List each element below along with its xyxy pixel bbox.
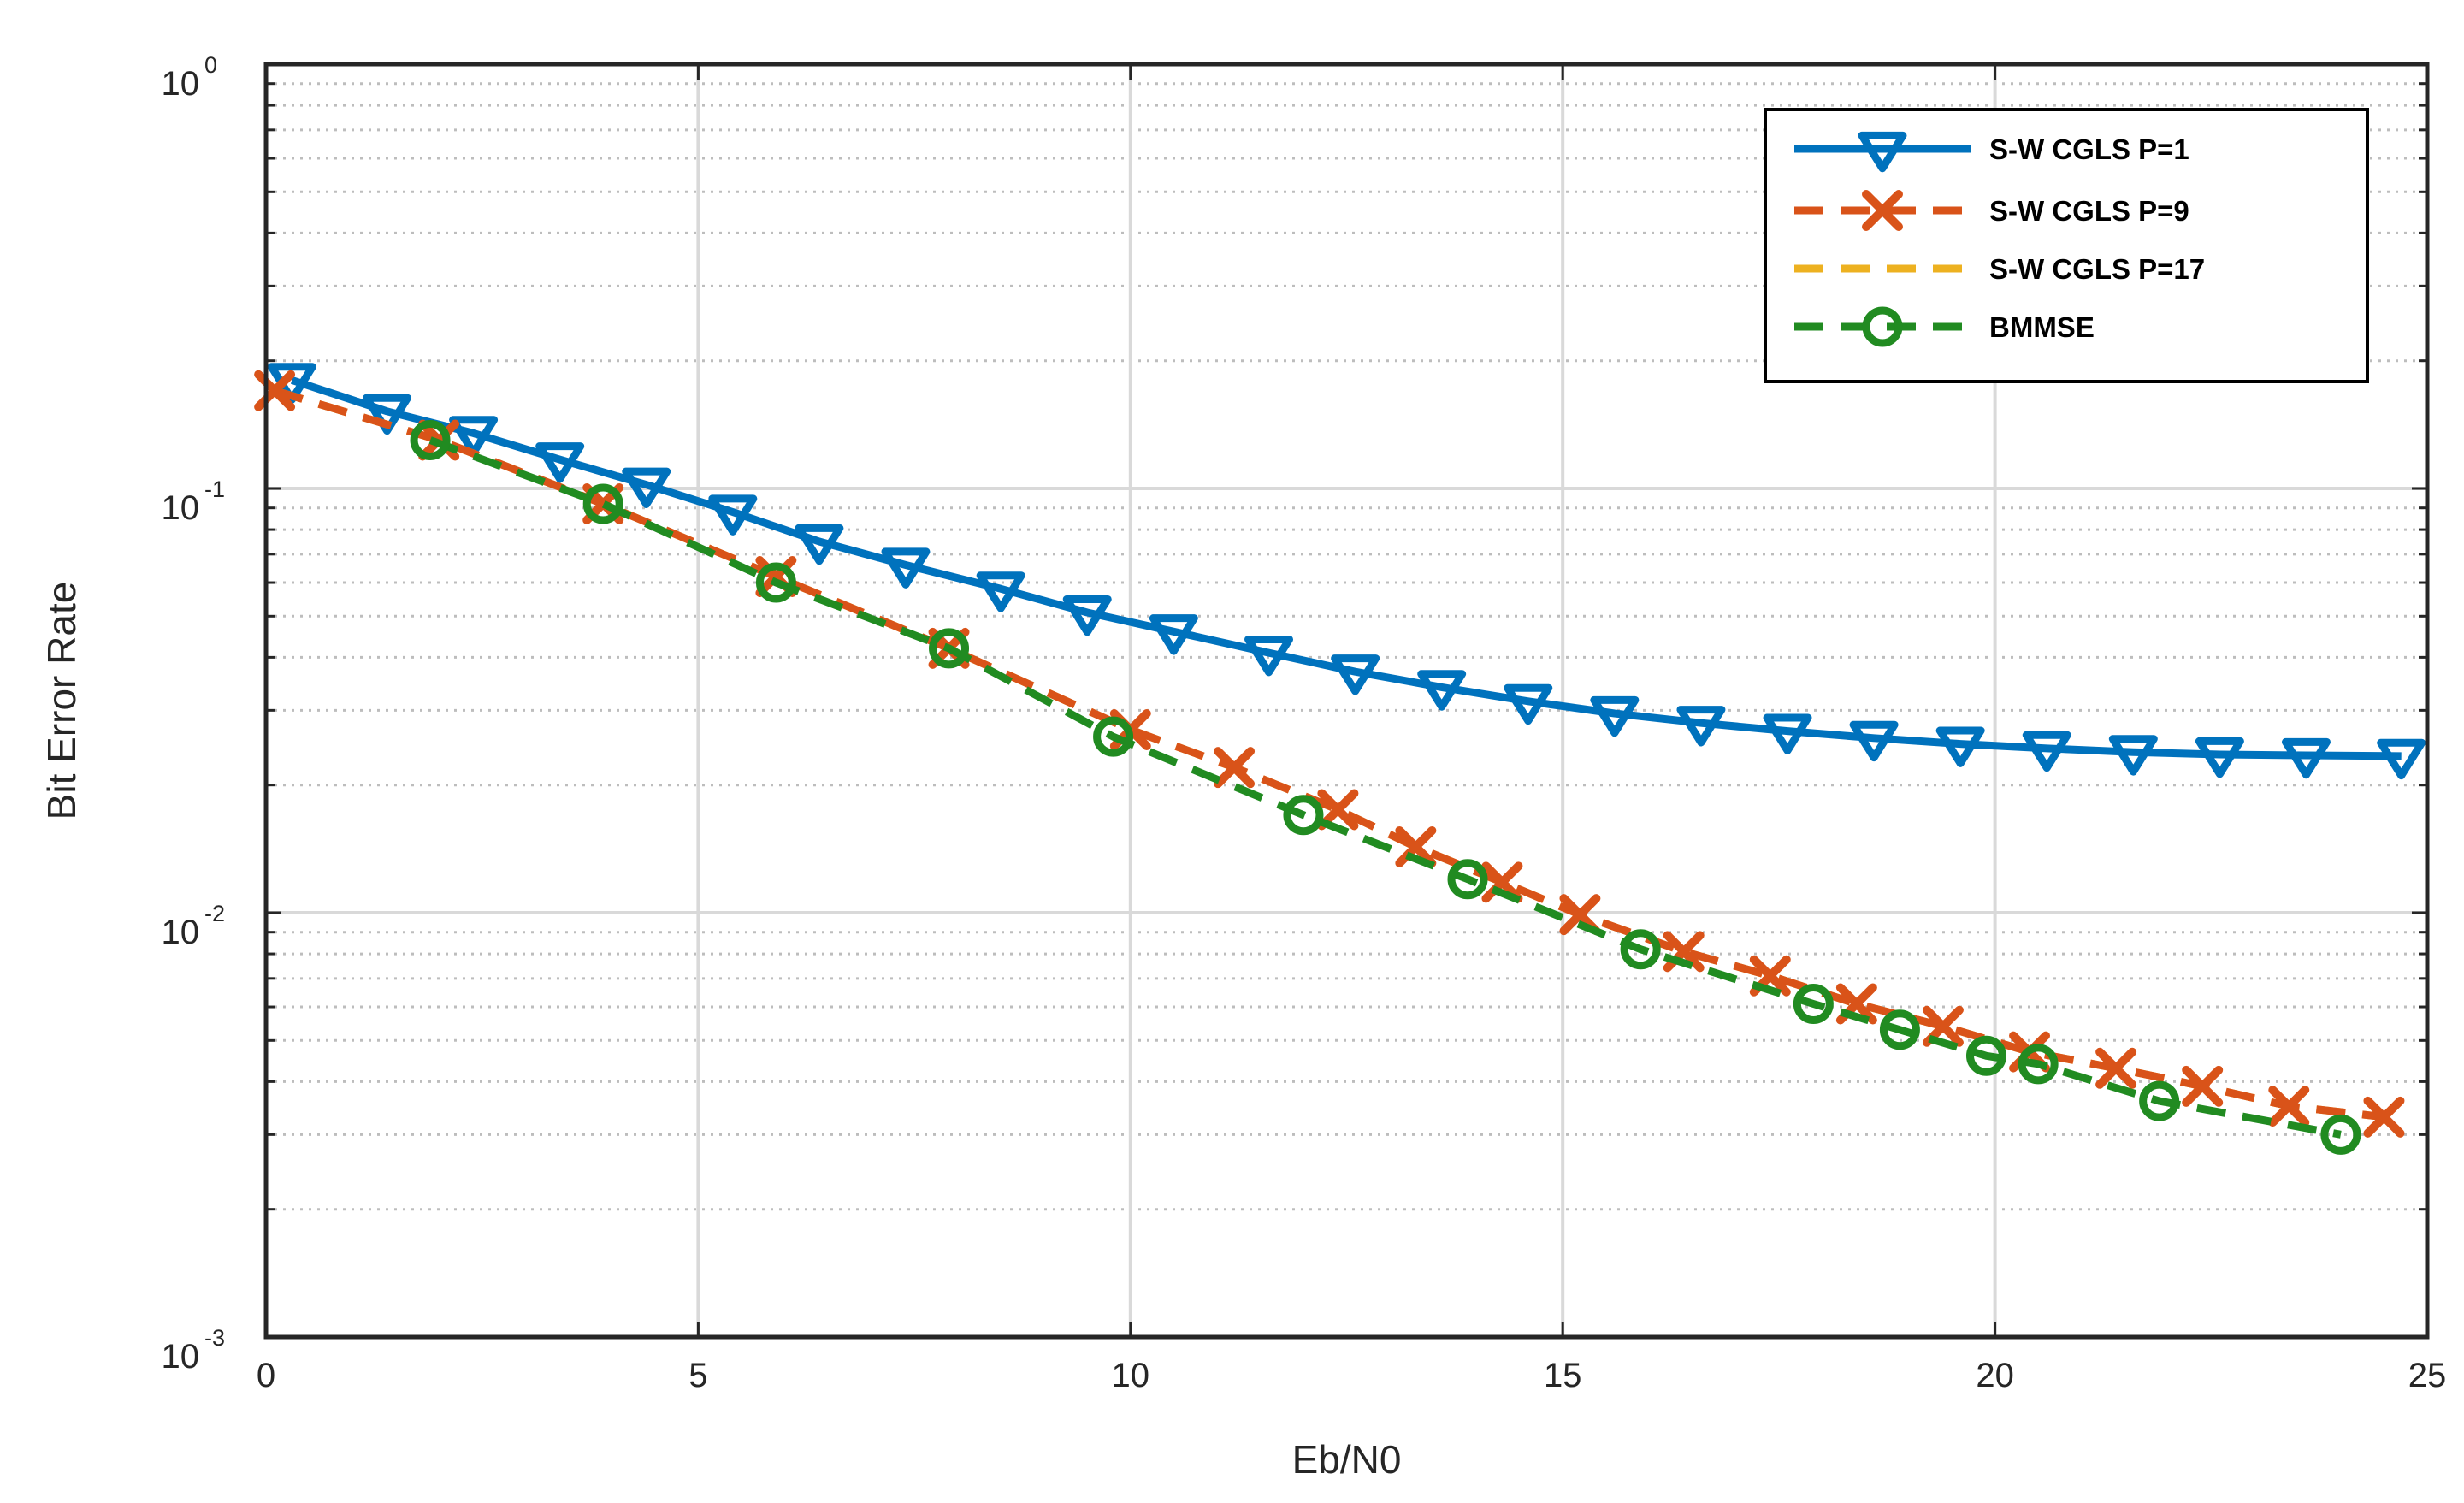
- data-point-triangle-marker: [1858, 131, 1907, 173]
- data-point-triangle-marker: [2377, 738, 2426, 780]
- x-tick-label: 20: [1976, 1357, 2014, 1394]
- data-point-circle-marker: [1447, 859, 1488, 900]
- data-point-triangle-marker: [1149, 614, 1198, 655]
- data-point-circle-marker: [1879, 1009, 1920, 1050]
- y-tick-label-exponent: 0: [204, 52, 217, 78]
- data-point-circle-marker: [2018, 1044, 2059, 1085]
- data-point-triangle-marker: [363, 394, 412, 435]
- x-tick-label: 10: [1112, 1357, 1150, 1394]
- data-point-circle-marker: [1793, 983, 1834, 1024]
- data-point-triangle-marker: [449, 416, 499, 457]
- y-tick-label-base: 10: [162, 489, 200, 527]
- y-tick-label-exponent: -1: [204, 476, 225, 502]
- data-point-circle-marker: [582, 483, 623, 524]
- data-point-triangle-marker: [708, 494, 758, 536]
- y-axis-label: Bit Error Rate: [39, 582, 84, 820]
- data-point-x-marker: [1862, 190, 1903, 231]
- data-point-triangle-marker: [881, 547, 931, 589]
- data-point-triangle-marker: [795, 524, 844, 565]
- data-point-circle-marker: [1862, 306, 1903, 347]
- data-point-circle-marker: [2139, 1080, 2180, 1121]
- data-point-triangle-marker: [1504, 683, 1553, 725]
- x-tick-label: 5: [688, 1357, 707, 1394]
- plot-frame: [263, 62, 2430, 1340]
- series-bmmse: [410, 419, 2361, 1155]
- data-point-circle-marker: [1965, 1035, 2006, 1076]
- x-tick-label: 25: [2408, 1357, 2447, 1394]
- y-tick-label-base: 10: [162, 914, 200, 951]
- data-point-triangle-marker: [2022, 731, 2071, 772]
- data-point-x-marker: [2095, 1047, 2137, 1089]
- data-point-triangle-marker: [1590, 695, 1640, 737]
- data-point-circle-marker: [1093, 716, 1134, 757]
- series-layer: [254, 363, 2426, 1155]
- tick-layer: [264, 64, 2429, 1339]
- data-point-triangle-marker: [976, 571, 1025, 612]
- x-tick-label: 0: [257, 1357, 275, 1394]
- data-point-circle-marker: [929, 628, 970, 669]
- data-point-x-marker: [2268, 1086, 2310, 1127]
- data-point-circle-marker: [755, 562, 796, 603]
- data-point-circle-marker: [1620, 929, 1661, 970]
- data-point-triangle-marker: [622, 467, 671, 509]
- x-axis-label: Eb/N0: [1292, 1437, 1402, 1482]
- data-point-triangle-marker: [1331, 654, 1380, 695]
- data-point-triangle-marker: [1244, 635, 1294, 677]
- data-point-triangle-marker: [1062, 595, 1112, 636]
- data-point-x-marker: [1214, 747, 1256, 789]
- legend-entry-label: BMMSE: [1989, 311, 2095, 343]
- data-point-x-marker: [254, 370, 296, 411]
- series-line: [290, 376, 2402, 760]
- y-tick-label-exponent: -3: [204, 1325, 225, 1351]
- data-point-triangle-marker: [1849, 720, 1899, 762]
- y-tick-label-exponent: -2: [204, 901, 225, 926]
- x-tick-label: 15: [1544, 1357, 1582, 1394]
- data-point-x-marker: [1395, 825, 1437, 867]
- series-line: [273, 387, 2385, 1121]
- data-point-x-marker: [2182, 1065, 2224, 1107]
- data-point-x-marker: [1481, 861, 1523, 903]
- data-point-triangle-marker: [1676, 706, 1726, 747]
- data-point-circle-marker: [2320, 1114, 2361, 1155]
- series-line: [428, 436, 2342, 1139]
- data-point-circle-marker: [410, 419, 451, 460]
- data-point-triangle-marker: [1935, 726, 1985, 767]
- legend-entry-label: S-W CGLS P=9: [1989, 195, 2189, 227]
- data-point-triangle-marker: [1417, 670, 1467, 711]
- data-point-triangle-marker: [535, 442, 585, 483]
- y-tick-label-base: 10: [162, 1338, 200, 1376]
- y-tick-label-base: 10: [162, 65, 200, 103]
- data-point-triangle-marker: [2108, 735, 2158, 776]
- legend-entry-label: S-W CGLS P=17: [1989, 253, 2205, 285]
- legend: S-W CGLS P=1 S-W CGLS P=9 S-W CGLS P=17 BMM…: [1764, 108, 2369, 383]
- data-point-x-marker: [2363, 1096, 2405, 1138]
- legend-entry-label: S-W CGLS P=1: [1989, 133, 2189, 165]
- data-point-circle-marker: [1283, 795, 1324, 836]
- data-point-triangle-marker: [2195, 737, 2244, 778]
- data-point-triangle-marker: [1763, 713, 1812, 754]
- data-point-triangle-marker: [2281, 737, 2331, 779]
